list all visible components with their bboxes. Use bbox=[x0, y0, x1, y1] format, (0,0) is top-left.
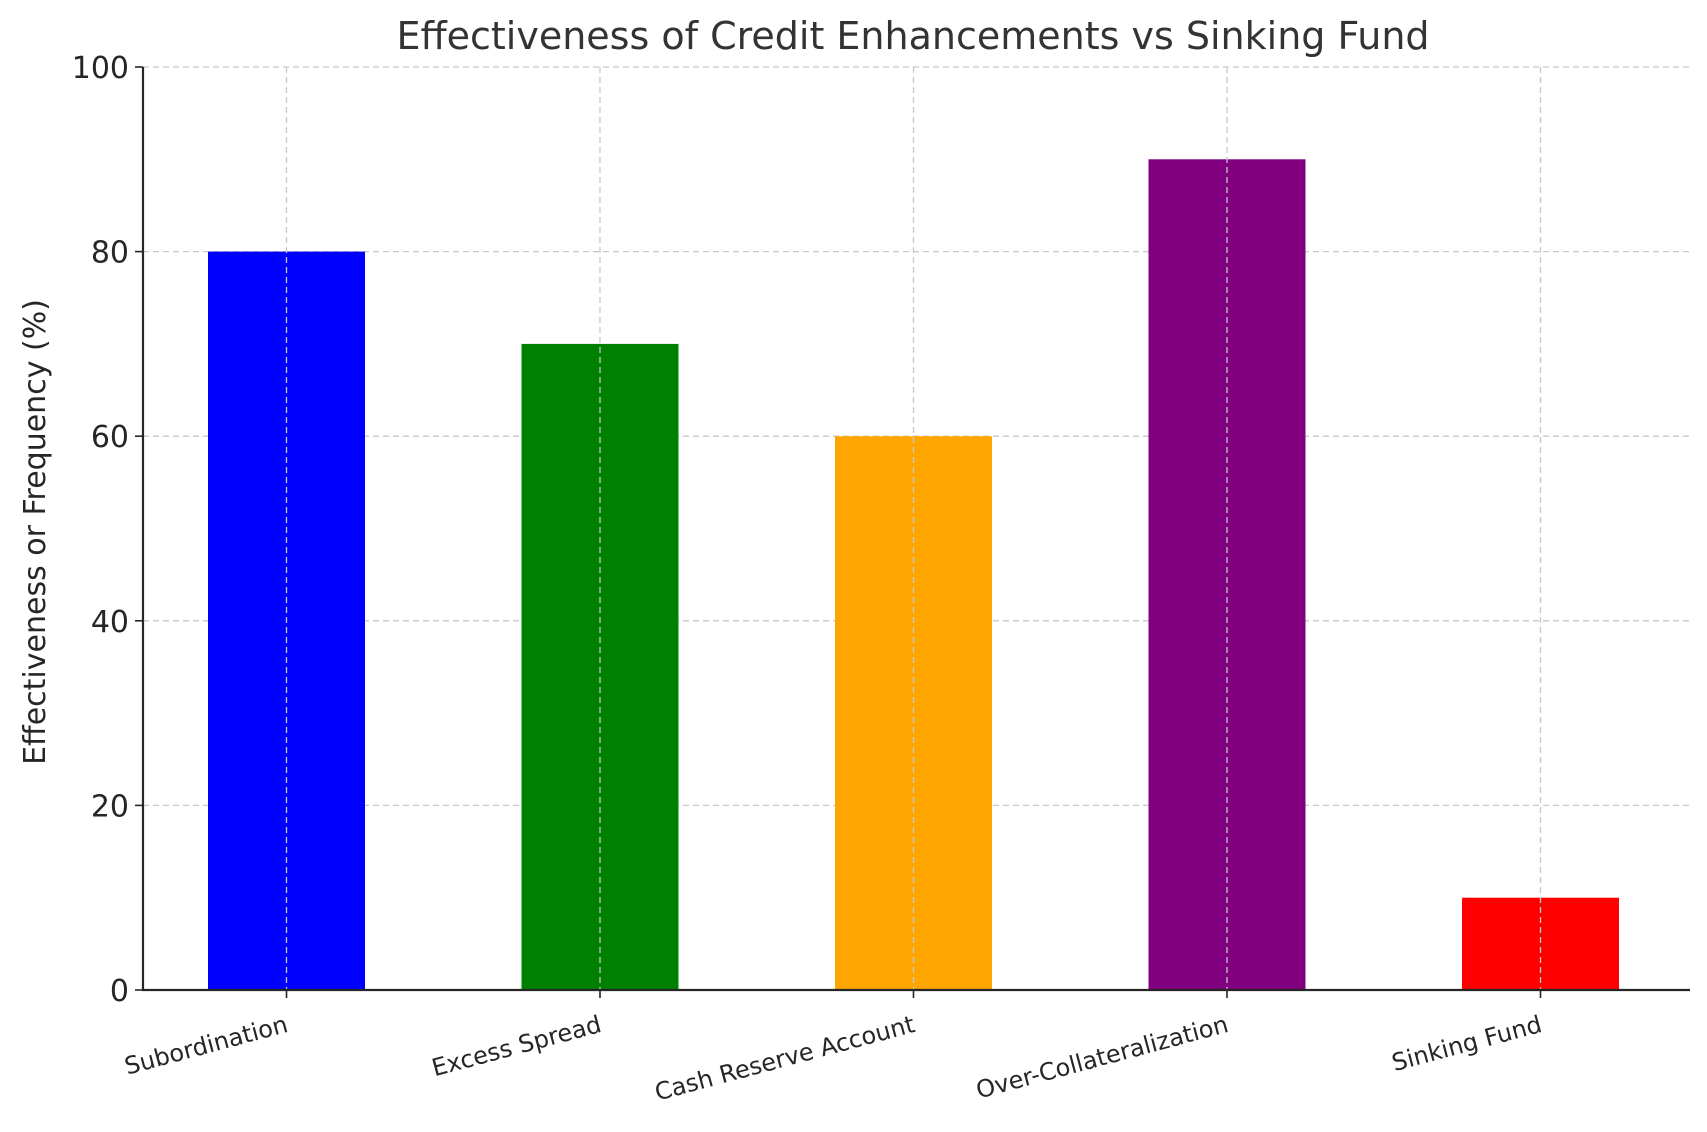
bar bbox=[1148, 159, 1306, 991]
x-tick-label: Over-Collateralization bbox=[973, 1010, 1231, 1104]
axes bbox=[135, 66, 1690, 998]
bar bbox=[1462, 897, 1619, 990]
bars bbox=[208, 159, 1619, 991]
chart-title: Effectiveness of Credit Enhancements vs … bbox=[396, 14, 1429, 58]
y-tick-label: 80 bbox=[91, 236, 129, 271]
x-tick-label: Sinking Fund bbox=[1389, 1010, 1545, 1077]
x-tick-label: Excess Spread bbox=[429, 1010, 604, 1082]
y-tick-label: 40 bbox=[91, 605, 129, 640]
y-axis-label: Effectiveness or Frequency (%) bbox=[18, 299, 53, 765]
y-tick-label: 0 bbox=[110, 974, 129, 1009]
x-tick-label: Subordination bbox=[122, 1010, 291, 1080]
x-tick-label: Cash Reserve Account bbox=[652, 1010, 918, 1106]
y-tick-label: 100 bbox=[72, 51, 129, 86]
y-tick-label: 60 bbox=[91, 420, 129, 455]
y-tick-label: 20 bbox=[91, 789, 129, 824]
